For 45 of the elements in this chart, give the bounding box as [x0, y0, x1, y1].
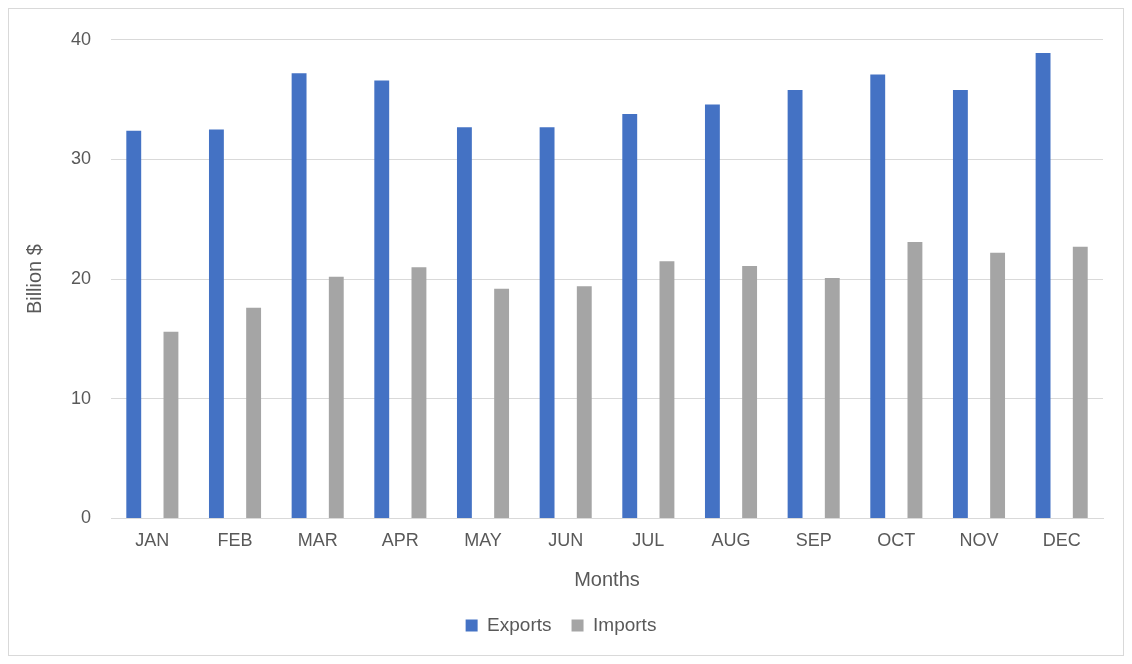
bar — [576, 286, 592, 518]
x-tick-label: DEC — [1042, 530, 1081, 551]
y-tick-label: 10 — [70, 387, 92, 408]
bar — [208, 129, 224, 518]
bar — [494, 288, 510, 518]
x-tick-label: SEP — [795, 530, 832, 551]
bar — [539, 127, 555, 518]
x-tick-label: JAN — [135, 530, 170, 551]
bar — [411, 267, 427, 518]
x-axis-title: Months — [574, 567, 640, 590]
bar — [291, 73, 307, 518]
x-tick-label: JUL — [632, 530, 665, 551]
bar — [787, 90, 803, 518]
bar — [328, 276, 344, 518]
bar — [163, 331, 179, 518]
x-tick-label: OCT — [877, 530, 916, 551]
x-tick-label: MAR — [297, 530, 338, 551]
bar — [907, 242, 923, 518]
x-tick-label: MAY — [464, 530, 502, 551]
bar — [126, 130, 142, 518]
bar — [704, 104, 720, 518]
bar — [870, 74, 886, 518]
x-tick-label: JUN — [548, 530, 584, 551]
y-tick-label: 30 — [70, 148, 92, 169]
y-tick-label: 40 — [70, 28, 92, 49]
bar — [824, 277, 840, 518]
y-axis-title: Billion $ — [22, 244, 45, 315]
x-tick-label: NOV — [959, 530, 999, 551]
x-tick-label: FEB — [217, 530, 253, 551]
bar — [456, 127, 472, 518]
bar — [246, 307, 262, 518]
bar — [622, 113, 638, 518]
x-tick-label: AUG — [711, 530, 751, 551]
bar — [952, 90, 968, 518]
y-tick-label: 0 — [81, 507, 92, 528]
x-tick-label: APR — [381, 530, 419, 551]
bar — [1035, 52, 1051, 518]
legend-label: Exports — [487, 613, 552, 635]
bar — [742, 265, 758, 518]
y-tick-label: 20 — [70, 268, 92, 289]
bar — [1072, 246, 1088, 518]
bar — [374, 80, 390, 518]
bar — [659, 261, 675, 518]
bar — [990, 252, 1006, 518]
legend-label: Imports — [593, 613, 657, 635]
